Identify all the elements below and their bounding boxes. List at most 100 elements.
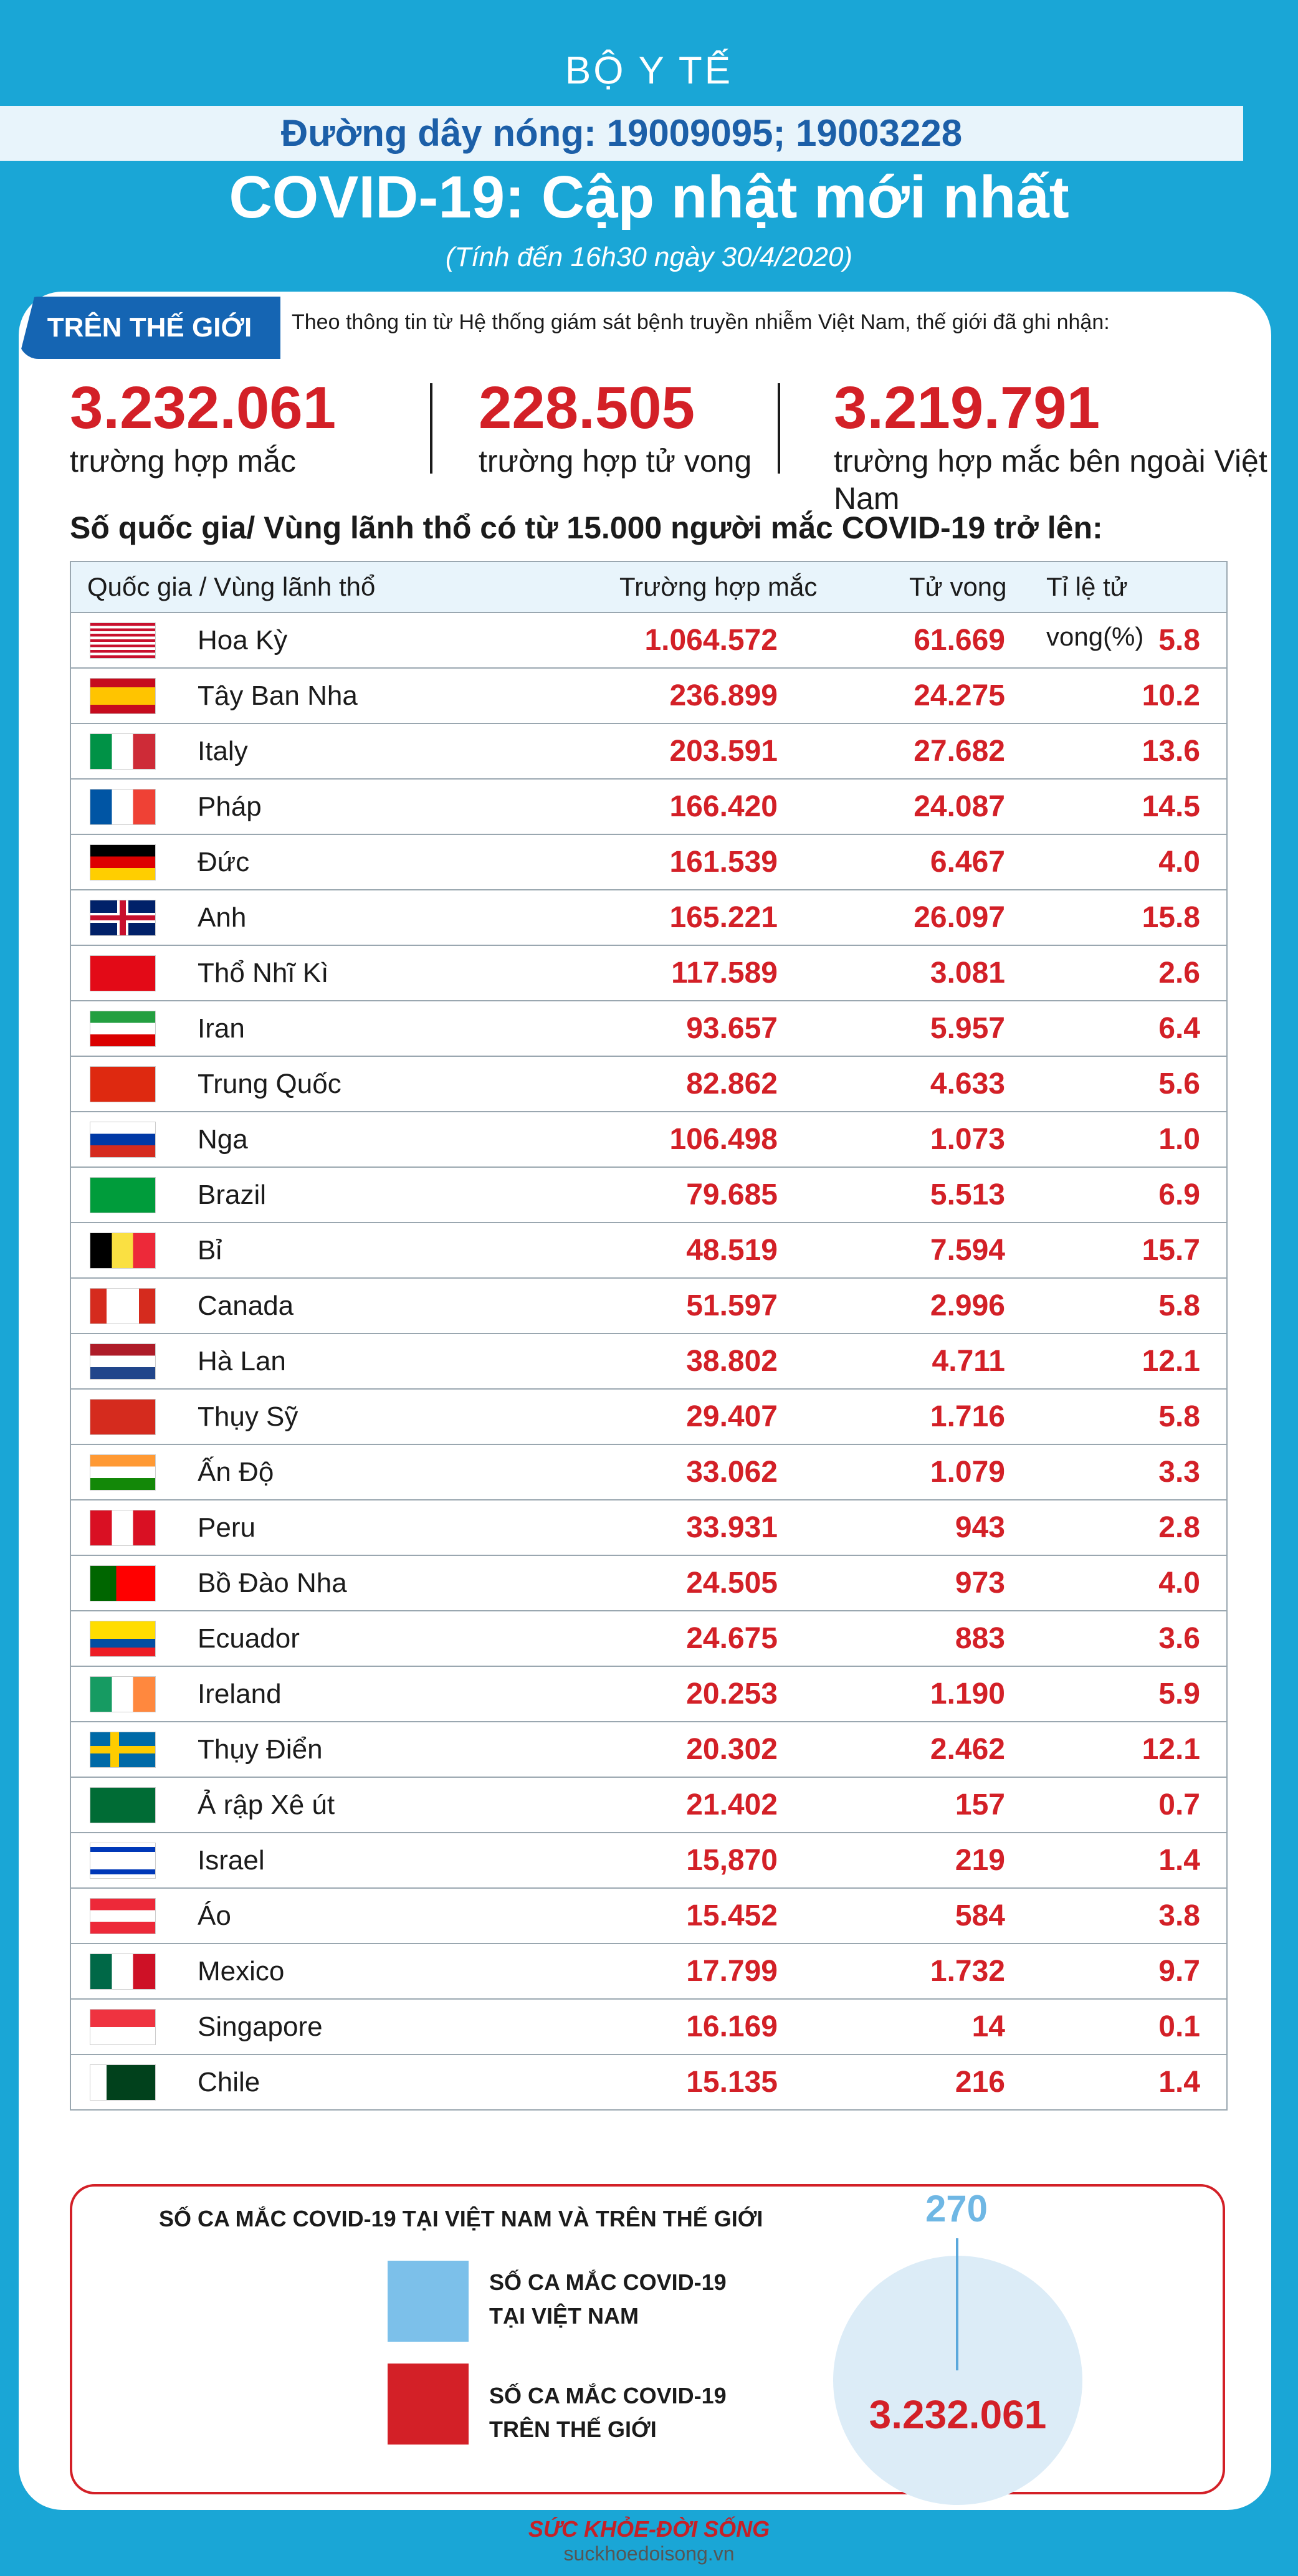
country-name: Chile: [198, 2067, 260, 2097]
stat-value: 3.219.791: [834, 374, 1100, 441]
country-name: Ả rập Xê út: [198, 1790, 335, 1820]
country-name: Thụy Điển: [198, 1734, 323, 1765]
iran-flag-icon: [90, 1011, 156, 1047]
cases-cell: 20.253: [686, 1677, 778, 1710]
country-name: Bồ Đào Nha: [198, 1568, 347, 1598]
death-rate-cell: 5.8: [1158, 1289, 1200, 1322]
table-header: Quốc gia / Vùng lãnh thổ Trường hợp mắc …: [70, 561, 1228, 651]
death-rate-cell: 5.8: [1158, 624, 1200, 657]
footer-site[interactable]: suckhoedoisong.vn: [563, 2542, 735, 2565]
deaths-cell: 973: [955, 1567, 1005, 1600]
table-row: Hà Lan 38.802 4.711 12.1: [70, 1334, 1228, 1390]
death-rate-cell: 10.2: [1142, 679, 1200, 712]
cases-cell: 15.135: [686, 2066, 778, 2099]
deaths-cell: 1.716: [930, 1400, 1005, 1433]
deaths-cell: 4.633: [930, 1067, 1005, 1100]
cases-cell: 117.589: [671, 956, 778, 990]
country-name: Tây Ban Nha: [198, 680, 358, 711]
death-rate-cell: 2.6: [1158, 956, 1200, 990]
russia-flag-icon: [90, 1122, 156, 1158]
header-death-rate: Tỉ lệ tử vong(%): [1046, 572, 1144, 651]
stat-divider: [430, 383, 432, 474]
country-table: Quốc gia / Vùng lãnh thổ Trường hợp mắc …: [70, 561, 1228, 2111]
death-rate-cell: 6.4: [1158, 1012, 1200, 1045]
deaths-cell: 3.081: [930, 956, 1005, 990]
cases-cell: 203.591: [669, 735, 778, 768]
deaths-cell: 1.190: [930, 1677, 1005, 1710]
peru-flag-icon: [90, 1510, 156, 1546]
cases-cell: 93.657: [686, 1012, 778, 1045]
death-rate-cell: 6.9: [1158, 1178, 1200, 1211]
country-name: Ấn Độ: [198, 1457, 274, 1487]
austria-flag-icon: [90, 1898, 156, 1934]
singapore-flag-icon: [90, 2009, 156, 2045]
table-row: Ireland 20.253 1.190 5.9: [70, 1667, 1228, 1722]
death-rate-cell: 5.9: [1158, 1677, 1200, 1710]
death-rate-cell: 15.7: [1142, 1234, 1200, 1267]
deaths-cell: 5.513: [930, 1178, 1005, 1211]
cases-cell: 236.899: [669, 679, 778, 712]
header-deaths: Tử vong: [909, 572, 1007, 601]
deaths-cell: 5.957: [930, 1012, 1005, 1045]
death-rate-cell: 3.8: [1158, 1899, 1200, 1932]
content-card: [19, 292, 1271, 2510]
death-rate-cell: 0.1: [1158, 2010, 1200, 2043]
table-body: Hoa Kỳ 1.064.572 61.669 5.8 Tây Ban Nha 236.8…: [70, 613, 1228, 2111]
table-row: Israel 15,870 219 1.4: [70, 1833, 1228, 1889]
deaths-cell: 157: [955, 1788, 1005, 1821]
cases-cell: 15.452: [686, 1899, 778, 1932]
table-row: Chile 15.135 216 1.4: [70, 2055, 1228, 2111]
death-rate-cell: 12.1: [1142, 1345, 1200, 1378]
hotline-band: [0, 106, 1243, 161]
stat-total-cases: 3.232.061 trường hợp mắc: [70, 374, 336, 480]
country-name: Đức: [198, 847, 250, 877]
country-name: Iran: [198, 1013, 245, 1044]
table-row: Peru 33.931 943 2.8: [70, 1500, 1228, 1556]
cases-cell: 48.519: [686, 1234, 778, 1267]
table-title: Số quốc gia/ Vùng lãnh thổ có từ 15.000 …: [70, 510, 1103, 545]
table-row: Ecuador 24.675 883 3.6: [70, 1611, 1228, 1667]
table-row: Hoa Kỳ 1.064.572 61.669 5.8: [70, 613, 1228, 669]
death-rate-cell: 15.8: [1142, 901, 1200, 934]
page-title: COVID-19: Cập nhật mới nhất: [229, 164, 1069, 231]
death-rate-cell: 1.4: [1158, 2066, 1200, 2099]
cases-cell: 165.221: [669, 901, 778, 934]
cases-cell: 38.802: [686, 1345, 778, 1378]
death-rate-cell: 12.1: [1142, 1733, 1200, 1766]
vietnam-cases-value: 270: [925, 2188, 988, 2230]
table-row: Anh 165.221 26.097 15.8: [70, 890, 1228, 946]
usa-flag-icon: [90, 623, 156, 659]
country-name: Hoa Kỳ: [198, 625, 288, 656]
country-name: Trung Quốc: [198, 1069, 341, 1099]
stat-label: trường hợp mắc bên ngoài Việt Nam: [834, 444, 1267, 516]
header-cases: Trường hợp mắc: [619, 572, 818, 601]
country-name: Thổ Nhĩ Kì: [198, 958, 329, 988]
sweden-flag-icon: [90, 1732, 156, 1768]
ecuador-flag-icon: [90, 1621, 156, 1657]
cases-cell: 79.685: [686, 1178, 778, 1211]
footer-logo: SỨC KHỎE-ĐỜI SỐNG: [528, 2516, 770, 2542]
switzerland-flag-icon: [90, 1399, 156, 1435]
table-row: Thụy Điển 20.302 2.462 12.1: [70, 1722, 1228, 1778]
country-name: Áo: [198, 1901, 231, 1931]
india-flag-icon: [90, 1454, 156, 1491]
cases-cell: 15,870: [686, 1844, 778, 1877]
table-row: Italy 203.591 27.682 13.6: [70, 724, 1228, 780]
deaths-cell: 27.682: [914, 735, 1005, 768]
legend-line: TRÊN THẾ GIỚI: [489, 2416, 657, 2442]
page-subtitle: (Tính đến 16h30 ngày 30/4/2020): [445, 242, 853, 272]
cases-cell: 17.799: [686, 1955, 778, 1988]
death-rate-cell: 4.0: [1158, 846, 1200, 879]
pakistan-flag-icon: [90, 2064, 156, 2101]
death-rate-cell: 3.6: [1158, 1622, 1200, 1655]
ireland-flag-icon: [90, 1676, 156, 1712]
table-row: Tây Ban Nha 236.899 24.275 10.2: [70, 669, 1228, 724]
deaths-cell: 1.079: [930, 1456, 1005, 1489]
cases-cell: 1.064.572: [644, 624, 778, 657]
death-rate-cell: 0.7: [1158, 1788, 1200, 1821]
deaths-cell: 7.594: [930, 1234, 1005, 1267]
cases-cell: 51.597: [686, 1289, 778, 1322]
spain-flag-icon: [90, 678, 156, 714]
stat-label: trường hợp tử vong: [479, 444, 752, 479]
italy-flag-icon: [90, 733, 156, 770]
